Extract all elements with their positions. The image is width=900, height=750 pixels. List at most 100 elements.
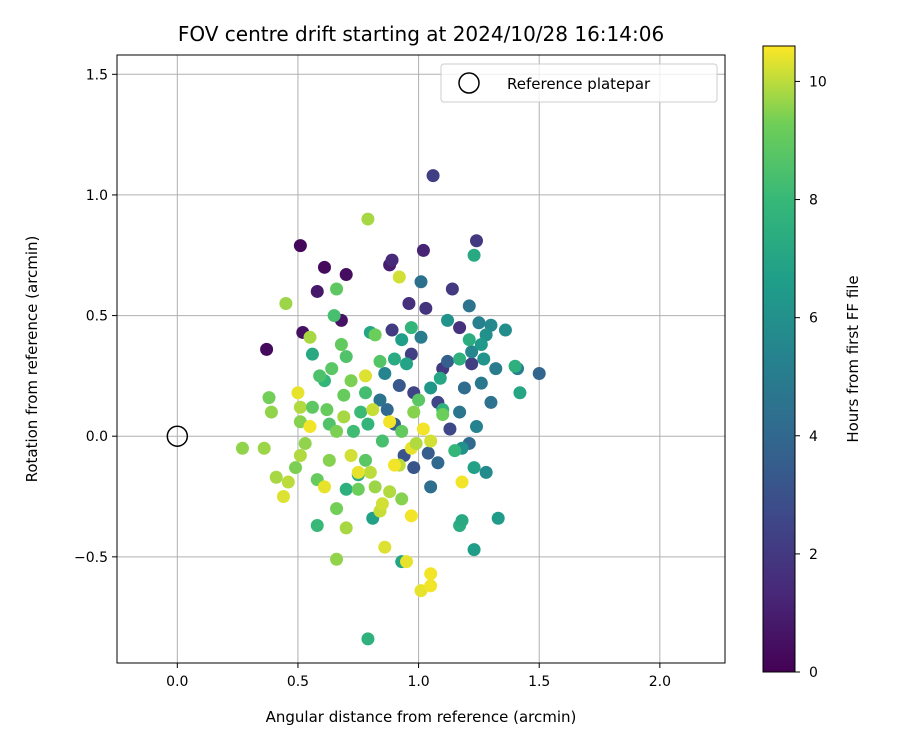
scatter-point: [269, 470, 283, 484]
scatter-point: [368, 328, 382, 342]
scatter-point: [407, 405, 421, 419]
x-tick-label: 1.5: [528, 674, 550, 690]
scatter-point: [330, 282, 344, 296]
scatter-point: [424, 579, 438, 593]
scatter-point: [513, 386, 527, 400]
scatter-point: [412, 393, 426, 407]
scatter-point: [337, 410, 351, 424]
colorbar-label: Hours from first FF file: [844, 275, 862, 442]
plot-frame: [116, 54, 726, 664]
scatter-point: [339, 521, 353, 535]
colorbar-tick-label: 4: [809, 429, 818, 445]
scatter-point: [359, 386, 373, 400]
scatter-point: [404, 321, 418, 335]
colorbar-ticks: 0 2 4 6 8 10: [795, 74, 827, 681]
scatter-point: [303, 330, 317, 344]
scatter-point: [479, 465, 493, 479]
scatter-point: [339, 268, 353, 282]
x-tick-label: 1.0: [407, 674, 429, 690]
reference-platepar-marker: [166, 425, 189, 447]
scatter-point: [305, 400, 319, 414]
scatter-point: [414, 275, 428, 289]
scatter-point: [339, 350, 353, 364]
scatter-point: [337, 388, 351, 402]
scatter-point: [387, 352, 401, 366]
scatter-point: [334, 338, 348, 352]
scatter-point: [322, 453, 336, 467]
scatter-point: [462, 333, 476, 347]
scatter-point: [281, 475, 295, 489]
scatter-point: [264, 405, 278, 419]
scatter-point: [359, 453, 373, 467]
y-tick-label: 0.0: [86, 429, 108, 445]
scatter-point: [484, 395, 498, 409]
y-axis-label: Rotation from reference (arcmin): [23, 236, 41, 483]
reference-marker: [166, 425, 189, 447]
scatter-point: [409, 436, 423, 450]
scatter-point: [351, 465, 365, 479]
scatter-point: [532, 366, 546, 380]
scatter-point: [392, 379, 406, 393]
scatter-point: [375, 497, 389, 511]
scatter-point: [395, 424, 409, 438]
scatter-point: [317, 260, 331, 274]
scatter-point: [479, 328, 493, 342]
scatter-point: [443, 422, 457, 436]
scatter-point: [441, 354, 455, 368]
scatter-point: [407, 461, 421, 475]
scatter-point: [416, 243, 430, 257]
y-tick-label: 0.5: [86, 309, 108, 325]
scatter-point: [385, 253, 399, 267]
legend-box: [440, 63, 718, 103]
scatter-point: [421, 446, 435, 460]
scatter-point: [445, 282, 459, 296]
scatter-point: [433, 371, 447, 385]
scatter-points: [235, 169, 546, 646]
scatter-point: [310, 518, 324, 532]
scatter-point: [310, 284, 324, 298]
scatter-point: [404, 509, 418, 523]
scatter-point: [395, 492, 409, 506]
y-tick-label: −0.5: [74, 550, 108, 566]
scatter-point: [293, 449, 307, 463]
scatter-point: [400, 357, 414, 371]
scatter-point: [380, 403, 394, 417]
grid-lines: [117, 55, 725, 663]
x-tick-label: 2.0: [649, 674, 671, 690]
scatter-point: [424, 480, 438, 494]
scatter-point: [436, 407, 450, 421]
colorbar: 0 2 4 6 8 10 Hours from first FF file: [762, 45, 862, 681]
legend-label: Reference platepar: [507, 75, 651, 93]
scatter-point: [465, 357, 479, 371]
scatter-point: [455, 475, 469, 489]
scatter-point: [383, 485, 397, 499]
scatter-point: [366, 403, 380, 417]
scatter-point: [400, 555, 414, 569]
scatter-point: [489, 362, 503, 376]
scatter-point: [414, 584, 428, 598]
scatter-point: [325, 362, 339, 376]
scatter-point: [404, 347, 418, 361]
scatter-point: [465, 345, 479, 359]
scatter-point: [354, 405, 368, 419]
scatter-point: [491, 511, 505, 525]
y-tick-label: 1.5: [86, 67, 108, 83]
scatter-point: [474, 338, 488, 352]
scatter-point: [392, 270, 406, 284]
scatter-point: [305, 347, 319, 361]
scatter-point: [361, 417, 375, 431]
scatter-point: [327, 309, 341, 323]
scatter-point: [508, 359, 522, 373]
scatter-point: [455, 514, 469, 528]
scatter-point: [346, 424, 360, 438]
scatter-point: [467, 543, 481, 557]
scatter-point: [402, 297, 416, 311]
y-axis-ticks: −0.5 0.0 0.5 1.0 1.5: [74, 67, 117, 566]
scatter-point: [289, 461, 303, 475]
colorbar-tick-label: 6: [809, 311, 818, 327]
scatter-point: [469, 234, 483, 248]
scatter-point: [498, 323, 512, 337]
scatter-point: [351, 482, 365, 496]
scatter-point: [260, 342, 274, 356]
